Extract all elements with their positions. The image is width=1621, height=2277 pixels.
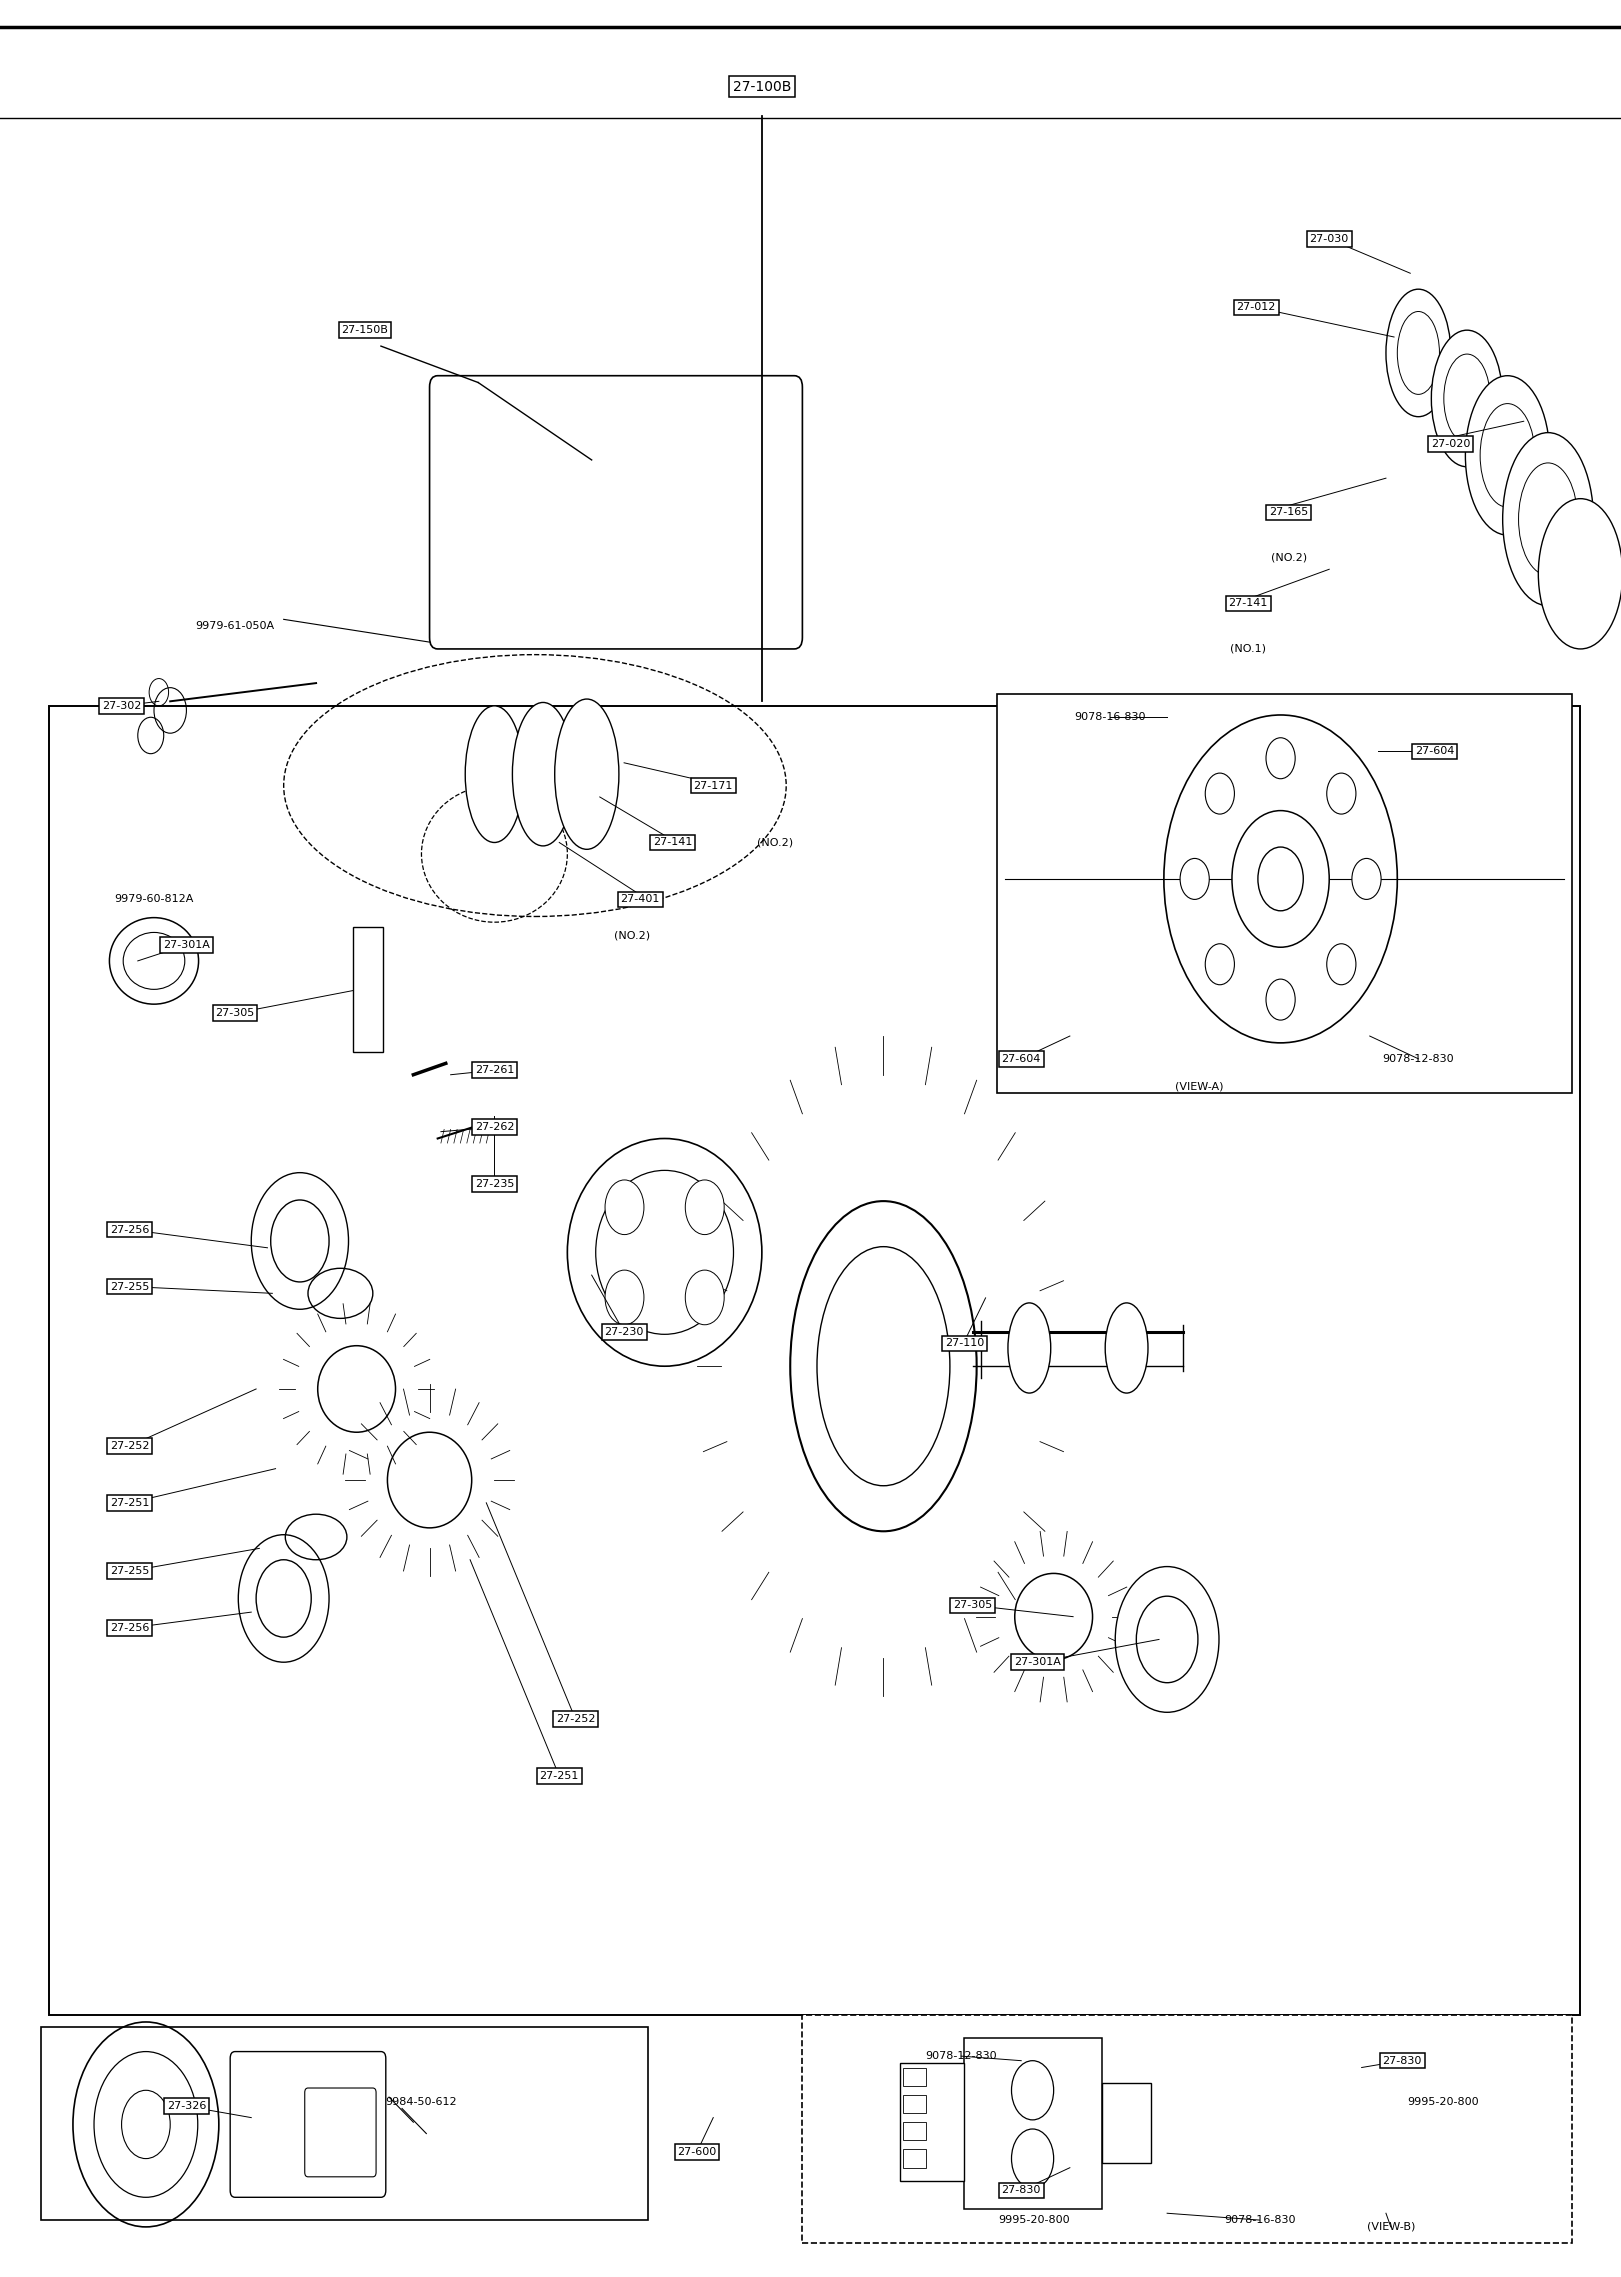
Text: 27-255: 27-255: [110, 1282, 149, 1291]
Circle shape: [1352, 858, 1381, 899]
Text: 27-600: 27-600: [678, 2147, 716, 2156]
Text: 27-020: 27-020: [1431, 439, 1470, 449]
Text: 27-301A: 27-301A: [1015, 1658, 1060, 1667]
Text: 27-230: 27-230: [605, 1327, 644, 1337]
Circle shape: [1326, 943, 1355, 984]
Text: 9995-20-800: 9995-20-800: [999, 2216, 1070, 2225]
Circle shape: [1232, 811, 1329, 947]
Circle shape: [1164, 715, 1397, 1043]
Text: 27-301A: 27-301A: [164, 940, 209, 950]
Text: 27-401: 27-401: [621, 895, 660, 904]
Text: 27-235: 27-235: [475, 1179, 514, 1189]
Ellipse shape: [1465, 376, 1550, 535]
Bar: [964, 2038, 1102, 2209]
Text: (NO.2): (NO.2): [614, 931, 650, 940]
Ellipse shape: [1431, 330, 1503, 467]
Bar: [1102, 2083, 1151, 2163]
Text: 27-305: 27-305: [953, 1601, 992, 1610]
Text: (NO.1): (NO.1): [1230, 644, 1266, 653]
Ellipse shape: [1444, 355, 1490, 442]
Ellipse shape: [554, 699, 619, 849]
Text: 9995-20-800: 9995-20-800: [1407, 2097, 1478, 2106]
Circle shape: [686, 1179, 725, 1234]
Circle shape: [605, 1271, 644, 1325]
Text: 9078-12-830: 9078-12-830: [1383, 1054, 1454, 1063]
Ellipse shape: [1503, 433, 1593, 606]
Text: 27-830: 27-830: [1383, 2056, 1422, 2065]
Text: 27-256: 27-256: [110, 1225, 149, 1234]
Text: 27-262: 27-262: [475, 1123, 514, 1132]
Ellipse shape: [1008, 1302, 1050, 1394]
Text: 27-165: 27-165: [1269, 508, 1308, 517]
Circle shape: [1326, 774, 1355, 815]
Bar: [903, 2149, 926, 2168]
Bar: [353, 927, 383, 1052]
Text: 27-830: 27-830: [1002, 2186, 1041, 2195]
Text: 27-141: 27-141: [653, 838, 692, 847]
Text: 27-261: 27-261: [475, 1066, 514, 1075]
Bar: [903, 2095, 926, 2113]
Circle shape: [605, 1179, 644, 1234]
Circle shape: [1180, 858, 1209, 899]
Text: 27-100B: 27-100B: [733, 80, 791, 93]
Circle shape: [1266, 738, 1295, 779]
Ellipse shape: [1106, 1302, 1148, 1394]
Text: 27-252: 27-252: [110, 1441, 149, 1450]
Text: 27-256: 27-256: [110, 1624, 149, 1633]
Bar: [903, 2068, 926, 2086]
Text: 9984-50-612: 9984-50-612: [386, 2097, 457, 2106]
Circle shape: [1266, 979, 1295, 1020]
Text: 27-604: 27-604: [1002, 1054, 1041, 1063]
Text: (VIEW-B): (VIEW-B): [1367, 2222, 1415, 2231]
Text: 27-110: 27-110: [945, 1339, 984, 1348]
Circle shape: [1012, 2129, 1054, 2188]
Text: 9078-16-830: 9078-16-830: [1224, 2216, 1295, 2225]
Ellipse shape: [1386, 289, 1451, 417]
Text: (NO.2): (NO.2): [757, 838, 793, 847]
Text: 9078-16-830: 9078-16-830: [1075, 713, 1146, 722]
Text: 27-252: 27-252: [556, 1715, 595, 1724]
Text: 27-604: 27-604: [1415, 747, 1454, 756]
Text: (VIEW-A): (VIEW-A): [1175, 1082, 1224, 1091]
Bar: [41, 2027, 648, 2220]
Text: 27-305: 27-305: [216, 1009, 254, 1018]
Ellipse shape: [1538, 499, 1621, 649]
Circle shape: [686, 1271, 725, 1325]
Ellipse shape: [1519, 462, 1577, 576]
Bar: [49, 706, 1580, 2015]
Circle shape: [1206, 774, 1235, 815]
Text: 27-326: 27-326: [167, 2102, 206, 2111]
Ellipse shape: [1397, 312, 1439, 394]
Bar: [900, 2063, 964, 2181]
Text: 9979-61-050A: 9979-61-050A: [196, 622, 274, 631]
Text: 27-255: 27-255: [110, 1567, 149, 1576]
Circle shape: [1258, 847, 1303, 911]
Ellipse shape: [512, 701, 574, 845]
Text: 27-302: 27-302: [102, 701, 141, 710]
Text: 27-141: 27-141: [1229, 599, 1268, 608]
Ellipse shape: [1480, 403, 1535, 508]
Ellipse shape: [465, 706, 524, 842]
Text: (NO.2): (NO.2): [1271, 553, 1307, 562]
Bar: [903, 2122, 926, 2140]
Text: 9078-12-830: 9078-12-830: [926, 2052, 997, 2061]
Text: 27-012: 27-012: [1237, 303, 1276, 312]
Bar: [997, 694, 1572, 1093]
Text: 27-251: 27-251: [540, 1772, 579, 1781]
Text: 9979-60-812A: 9979-60-812A: [115, 895, 193, 904]
Bar: [802, 2015, 1572, 2243]
Circle shape: [1206, 943, 1235, 984]
Text: 27-171: 27-171: [694, 781, 733, 790]
Text: 27-150B: 27-150B: [342, 326, 387, 335]
Circle shape: [1012, 2061, 1054, 2120]
Text: 27-030: 27-030: [1310, 235, 1349, 244]
Text: 27-251: 27-251: [110, 1498, 149, 1507]
